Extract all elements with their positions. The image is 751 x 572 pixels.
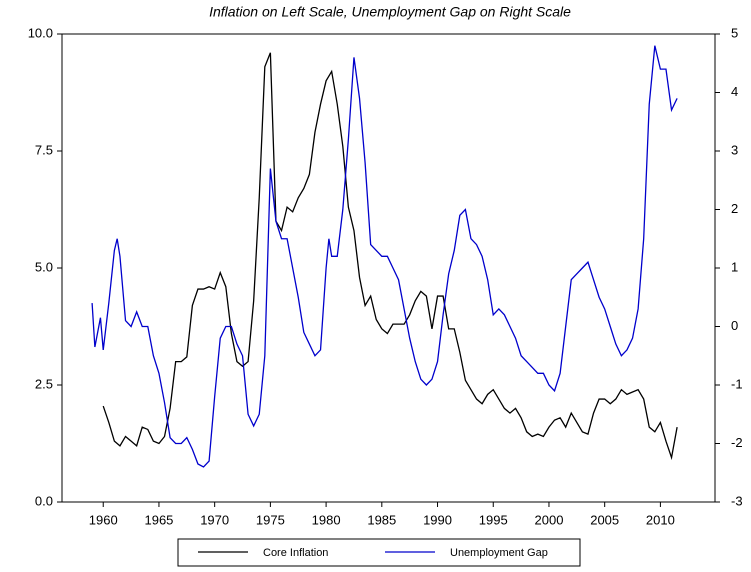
- y2-tick-label: 4: [731, 84, 738, 99]
- y2-tick-label: -3: [731, 493, 743, 508]
- y2-tick-label: -2: [731, 435, 743, 450]
- y-tick-label: 0.0: [35, 493, 53, 508]
- series-line: [102, 52, 678, 461]
- series-line: [91, 45, 678, 468]
- x-tick-label: 1980: [312, 512, 341, 527]
- x-tick-label: 2000: [535, 512, 564, 527]
- chart-title: Inflation on Left Scale, Unemployment Ga…: [209, 4, 571, 20]
- y2-tick-label: 0: [731, 318, 738, 333]
- legend-label: Unemployment Gap: [450, 547, 548, 559]
- x-tick-label: 2010: [646, 512, 675, 527]
- x-tick-label: 1985: [367, 512, 396, 527]
- x-tick-label: 1990: [423, 512, 452, 527]
- x-tick-label: 1965: [144, 512, 173, 527]
- x-tick-label: 2005: [590, 512, 619, 527]
- plot-frame: [61, 33, 716, 503]
- y2-tick-label: -1: [731, 376, 743, 391]
- legend-label: Core Inflation: [263, 547, 328, 559]
- x-tick-label: 1975: [256, 512, 285, 527]
- y-tick-label: 2.5: [35, 376, 53, 391]
- y-tick-label: 10.0: [28, 25, 53, 40]
- y2-tick-label: 5: [731, 25, 738, 40]
- x-tick-label: 1995: [479, 512, 508, 527]
- y2-tick-label: 3: [731, 142, 738, 157]
- y-tick-label: 5.0: [35, 259, 53, 274]
- x-tick-label: 1960: [89, 512, 118, 527]
- y2-tick-label: 1: [731, 259, 738, 274]
- y-tick-label: 7.5: [35, 142, 53, 157]
- y2-tick-label: 2: [731, 201, 738, 216]
- x-tick-label: 1970: [200, 512, 229, 527]
